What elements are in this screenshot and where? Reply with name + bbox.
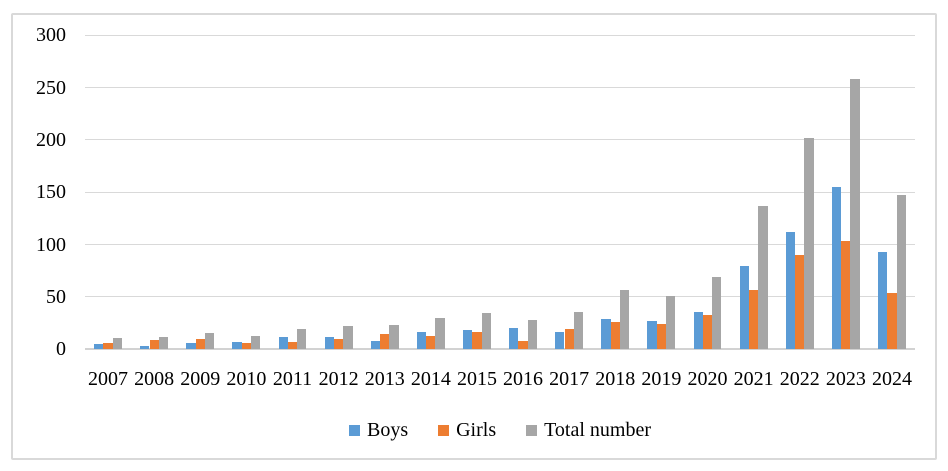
x-tick-label: 2017 xyxy=(549,368,590,390)
bar-boys-2024 xyxy=(877,251,888,350)
bar-total-number-2017 xyxy=(573,311,584,350)
bar-total-number-2014 xyxy=(435,317,445,350)
gridline-y-50 xyxy=(85,296,915,298)
y-tick-label: 300 xyxy=(36,24,66,47)
bar-boys-2014 xyxy=(416,331,427,350)
bar-total-number-2022 xyxy=(804,137,814,350)
x-tick-label: 2015 xyxy=(456,368,497,390)
legend-swatch-icon xyxy=(438,424,450,436)
bar-total-number-2023 xyxy=(850,79,860,350)
bar-girls-2019 xyxy=(656,324,667,350)
bar-total-number-2011 xyxy=(297,329,307,350)
bar-girls-2015 xyxy=(472,331,482,350)
bar-girls-2014 xyxy=(426,335,436,350)
y-tick-label: 50 xyxy=(46,285,66,308)
legend-label: Total number xyxy=(544,419,652,441)
bar-boys-2019 xyxy=(647,321,657,350)
gridline-y-150 xyxy=(85,191,915,193)
legend-item-boys: Boys xyxy=(348,419,409,441)
bar-boys-2008 xyxy=(140,346,150,350)
bar-girls-2018 xyxy=(610,322,620,350)
bar-boys-2013 xyxy=(370,340,381,350)
x-tick-label: 2012 xyxy=(318,368,359,390)
bar-boys-2015 xyxy=(462,330,473,350)
bar-girls-2024 xyxy=(887,292,897,350)
bar-boys-2018 xyxy=(601,318,611,350)
x-tick-label: 2008 xyxy=(134,368,175,390)
bar-boys-2009 xyxy=(186,343,196,350)
bar-boys-2010 xyxy=(232,341,242,350)
bar-total-number-2008 xyxy=(158,336,169,350)
bar-girls-2022 xyxy=(795,255,805,350)
bar-girls-2021 xyxy=(748,289,759,350)
gridline-y-200 xyxy=(85,139,915,141)
bar-girls-2013 xyxy=(380,333,390,350)
legend-swatch-icon xyxy=(348,424,360,436)
bar-total-number-2009 xyxy=(204,332,215,350)
bar-girls-2017 xyxy=(564,329,574,350)
x-tick-label: 2024 xyxy=(871,368,912,390)
x-tick-label: 2022 xyxy=(779,368,820,390)
chart-legend: Boys Girls Total number xyxy=(85,420,915,440)
y-tick-label: 100 xyxy=(36,233,66,256)
bar-total-number-2016 xyxy=(527,319,538,350)
y-tick-label: 0 xyxy=(56,338,66,361)
bar-total-number-2021 xyxy=(758,205,768,350)
bar-total-number-2024 xyxy=(896,195,906,350)
bar-girls-2023 xyxy=(841,241,851,350)
y-tick-label: 250 xyxy=(36,76,66,99)
legend-item-girls: Girls xyxy=(438,420,496,440)
x-tick-label: 2010 xyxy=(226,368,267,390)
x-tick-label: 2007 xyxy=(88,368,129,390)
bar-girls-2009 xyxy=(195,338,205,350)
legend-label: Boys xyxy=(366,419,409,441)
x-tick-label: 2018 xyxy=(595,368,636,390)
x-tick-label: 2021 xyxy=(733,368,774,390)
bar-total-number-2012 xyxy=(343,326,353,350)
x-axis-line xyxy=(85,348,915,351)
bar-boys-2011 xyxy=(278,336,288,350)
x-tick-label: 2009 xyxy=(180,368,221,390)
bar-total-number-2007 xyxy=(112,337,123,350)
bar-girls-2010 xyxy=(241,343,252,350)
bar-total-number-2013 xyxy=(389,325,399,350)
x-tick-label: 2014 xyxy=(410,368,451,390)
gridline-y-100 xyxy=(85,244,915,246)
bar-total-number-2010 xyxy=(251,335,261,350)
bar-boys-2012 xyxy=(324,336,334,350)
bar-girls-2007 xyxy=(103,343,113,350)
bar-total-number-2019 xyxy=(666,295,676,350)
bar-boys-2016 xyxy=(509,328,519,350)
x-tick-label: 2019 xyxy=(641,368,682,390)
y-tick-label: 200 xyxy=(36,128,66,151)
legend-item-total-number: Total number xyxy=(526,420,651,440)
bar-boys-2022 xyxy=(785,232,796,350)
bar-boys-2007 xyxy=(94,344,104,350)
bar-total-number-2015 xyxy=(481,312,491,350)
y-tick-label: 150 xyxy=(36,181,66,204)
bar-girls-2016 xyxy=(518,340,528,350)
bar-girls-2008 xyxy=(149,339,159,350)
bar-girls-2011 xyxy=(287,341,298,350)
bar-boys-2021 xyxy=(739,265,749,350)
x-tick-label: 2016 xyxy=(503,368,544,390)
bar-total-number-2018 xyxy=(619,289,630,350)
bar-girls-2012 xyxy=(333,338,344,350)
bar-boys-2020 xyxy=(693,311,703,350)
bar-boys-2017 xyxy=(555,331,565,350)
legend-swatch-icon xyxy=(526,424,538,436)
bar-total-number-2020 xyxy=(712,277,722,350)
gridline-y-300 xyxy=(85,34,915,36)
x-tick-label: 2023 xyxy=(825,368,866,390)
x-tick-label: 2020 xyxy=(687,368,728,390)
legend-label: Girls xyxy=(456,419,497,441)
x-tick-label: 2013 xyxy=(364,368,405,390)
gridline-y-250 xyxy=(85,87,915,89)
x-tick-label: 2011 xyxy=(272,368,313,390)
bar-girls-2020 xyxy=(702,314,713,350)
bar-boys-2023 xyxy=(831,187,842,350)
